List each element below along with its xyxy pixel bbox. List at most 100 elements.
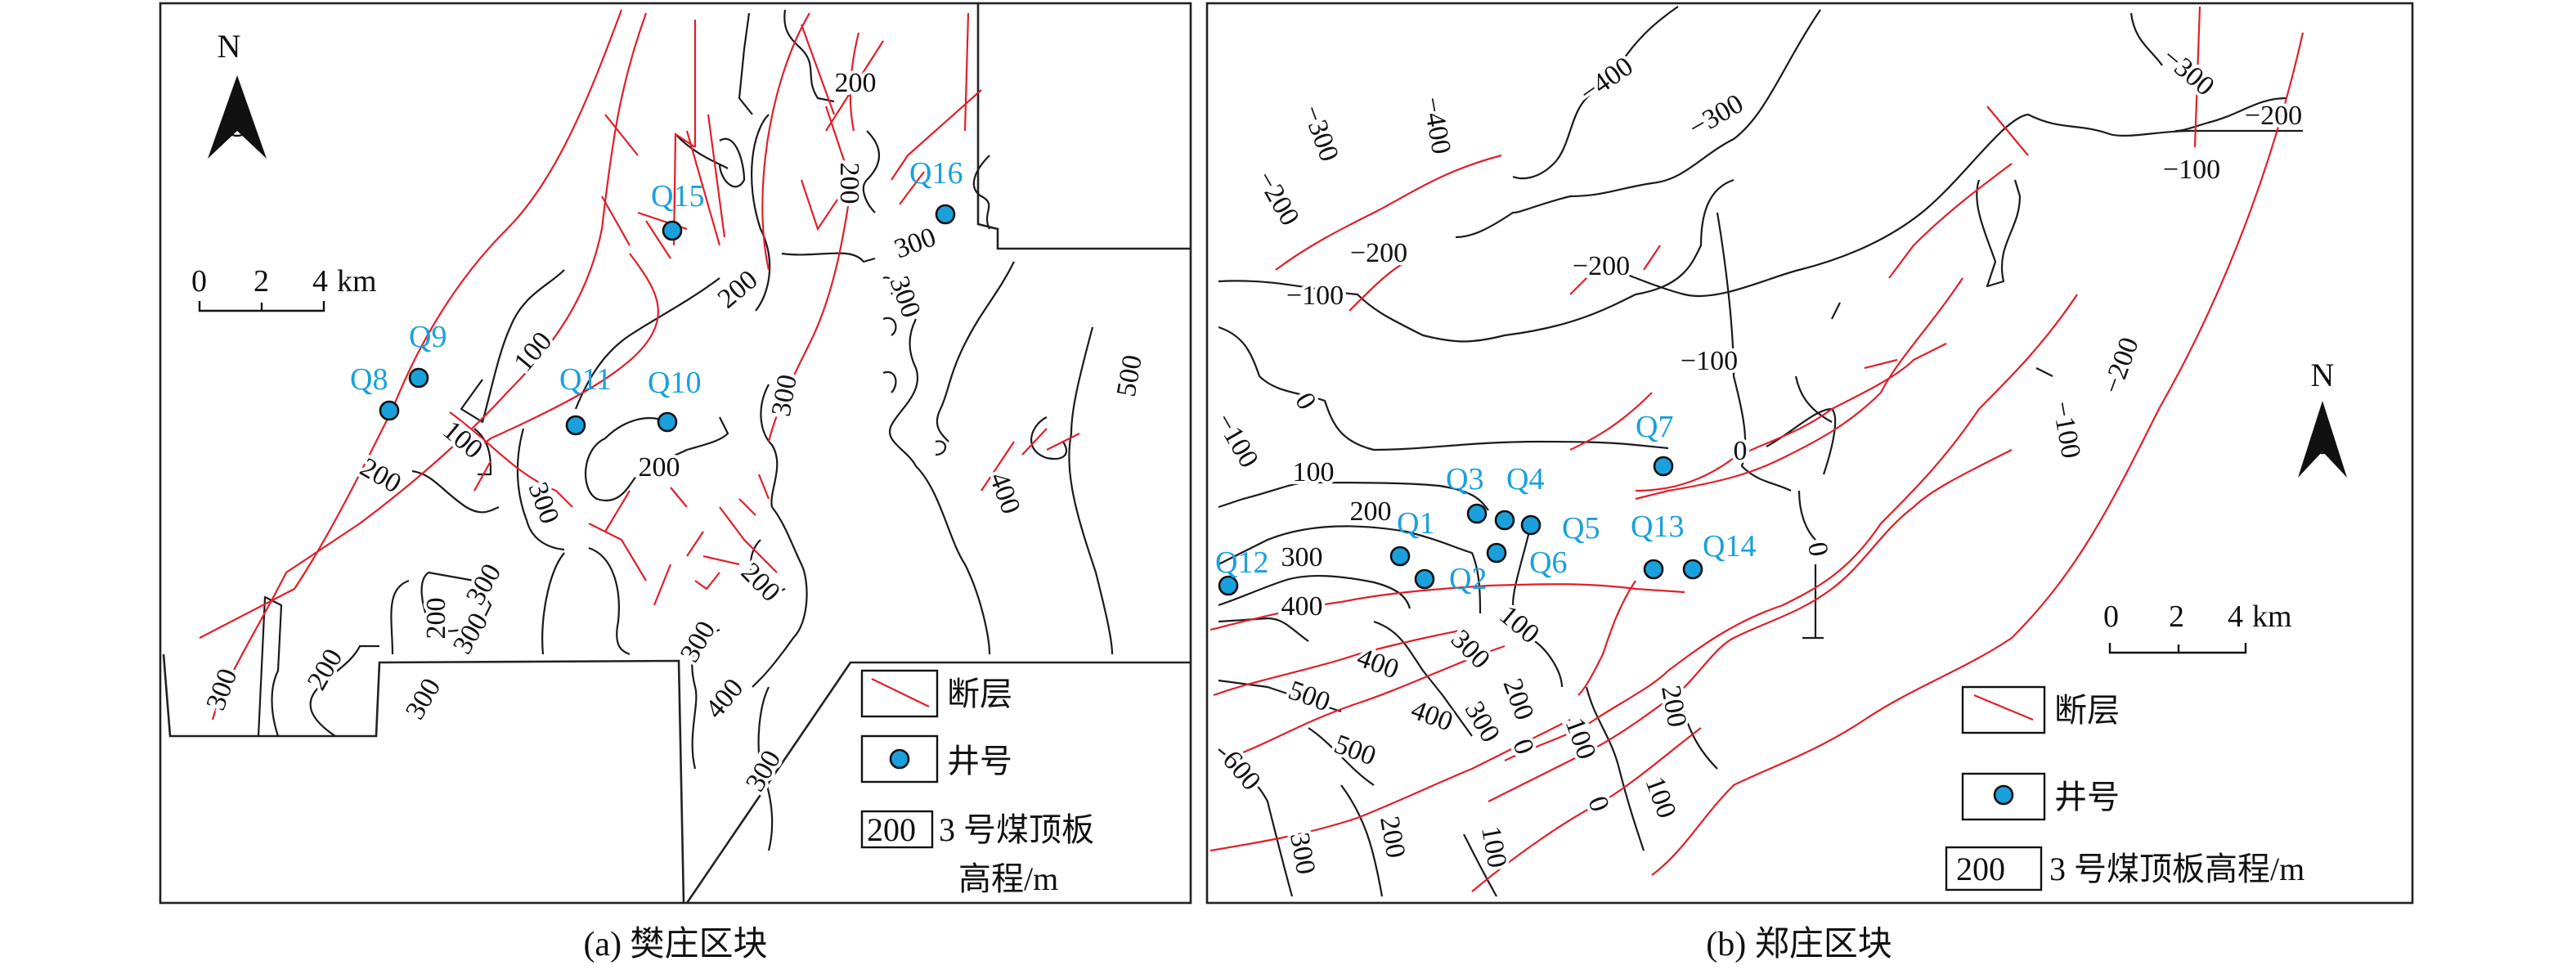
scale-bar: 0 2 4 km [2103, 600, 2292, 654]
legend-contour-label-line1: 3 号煤顶板 [939, 811, 1094, 848]
contour-label: 300 [400, 673, 447, 725]
contour-label: 300 [891, 222, 940, 264]
well-label: Q13 [1631, 510, 1684, 544]
well-legend-icon [1993, 784, 2014, 806]
contour-label: 200 [712, 264, 764, 314]
well-marker [662, 220, 683, 241]
contour-label: 400 [1281, 591, 1323, 622]
contour-label: 500 [1285, 675, 1335, 717]
contour-label: −200 [1573, 251, 1630, 281]
fault-lines [199, 9, 1080, 721]
legend-well-label: 井号 [2054, 779, 2120, 815]
legend: 断层 井号 200 3 号煤顶板高程/m [1945, 685, 2304, 891]
contour-label: 100 [1639, 773, 1681, 823]
contour-label: 0 [1582, 793, 1615, 816]
contour-label: 300 [883, 272, 926, 322]
well-marker [1466, 503, 1488, 524]
contour-label: 400 [1407, 694, 1457, 737]
well-label: Q7 [1636, 410, 1673, 444]
contour-label: −100 [1681, 346, 1738, 376]
contour-label: 200 [355, 452, 406, 500]
well-label: Q6 [1529, 546, 1567, 580]
well-marker [657, 411, 678, 433]
north-arrow-icon [208, 75, 267, 159]
scale-unit: km [2252, 600, 2292, 634]
scale-tick-2: 2 [254, 264, 269, 299]
well-label: Q4 [1506, 462, 1544, 496]
contour-labels: −400−300−300−200−100−400−300−200−200 −200… [1206, 38, 2305, 880]
well-marker [408, 367, 429, 388]
contour-label: 0 [1506, 735, 1540, 759]
well-label: Q11 [559, 362, 612, 397]
well-marker [1643, 559, 1664, 580]
contour-label: 500 [1111, 353, 1148, 399]
contour-label: 300 [675, 616, 722, 667]
legend-contour-sample: 200 [867, 811, 916, 848]
contour-label: 300 [460, 559, 508, 610]
scale-tick-4: 4 [312, 264, 328, 299]
contour-label: −100 [2046, 399, 2086, 461]
block-boundary [162, 3, 1191, 904]
legend: 断层 井号 200 3 号煤顶板 高程/m [860, 669, 1094, 897]
legend-well-label: 井号 [947, 743, 1012, 779]
contour-label: 400 [983, 469, 1025, 519]
legend-fault-label: 断层 [2054, 692, 2120, 729]
panel-b-frame [1205, 2, 2414, 905]
scale-tick-4: 4 [2228, 600, 2243, 634]
contour-label: −400 [1416, 95, 1456, 157]
contour-label: 100 [1475, 824, 1512, 870]
well-label: Q10 [648, 366, 701, 400]
well-marker [1389, 546, 1411, 567]
contour-label: −200 [1350, 238, 1407, 268]
north-label: N [2311, 357, 2335, 393]
wells: Q15 Q16 Q9 Q8 Q11 Q10 [350, 156, 963, 436]
well-marker [565, 415, 586, 436]
legend-contour-label: 3 号煤顶板高程/m [2049, 851, 2304, 887]
well-marker [1494, 510, 1515, 531]
north-arrow-icon [2298, 401, 2347, 478]
contour-label: 200 [1374, 814, 1411, 860]
legend-contour-label-line2: 高程/m [958, 860, 1058, 897]
well-marker [1520, 514, 1542, 536]
scale-tick-2: 2 [2169, 600, 2184, 634]
contour-label: 400 [699, 673, 749, 725]
caption-b: (b) 郑庄区块 [1706, 925, 1892, 963]
contour-label: −200 [1250, 166, 1305, 231]
well-label: Q14 [1703, 529, 1756, 564]
contour-lines [257, 9, 1114, 851]
well-label: Q9 [409, 320, 447, 354]
contour-label: 200 [302, 644, 349, 695]
contour-label: 100 [1293, 457, 1335, 487]
contour-label: −100 [1209, 408, 1264, 473]
well-label: Q16 [909, 156, 963, 191]
contour-label: 200 [1350, 496, 1392, 527]
contour-label: 300 [1281, 542, 1323, 573]
contour-label: −300 [1296, 101, 1344, 166]
well-label: Q1 [1397, 506, 1434, 541]
panel-b-zhengzhuang-map: −400−300−300−200−100−400−300−200−200 −200… [1205, 2, 2414, 963]
north-label: N [218, 28, 241, 65]
contour-label: 100 [508, 326, 558, 378]
scale-tick-0: 0 [191, 264, 207, 299]
contour-label: 100 [1559, 714, 1601, 764]
contour-label: −300 [2156, 42, 2220, 101]
contour-label: 0 [1289, 388, 1322, 415]
scale-bar: 0 2 4 km [191, 264, 377, 312]
panel-a-frame [159, 2, 1192, 905]
contour-label: −100 [2163, 155, 2220, 185]
contour-lines [1218, 6, 2303, 897]
contour-label: 400 [1353, 642, 1403, 685]
scale-tick-0: 0 [2103, 600, 2119, 634]
contour-label: 300 [522, 478, 564, 528]
well-marker [1218, 575, 1239, 596]
contour-label: 200 [1497, 675, 1539, 725]
contour-label: 200 [834, 163, 864, 204]
contour-label: 500 [1331, 729, 1380, 771]
well-marker [1682, 559, 1703, 580]
caption-a: (a) 樊庄区块 [583, 925, 767, 963]
legend-contour-sample: 200 [1956, 851, 2005, 887]
contour-label: 200 [639, 452, 680, 483]
